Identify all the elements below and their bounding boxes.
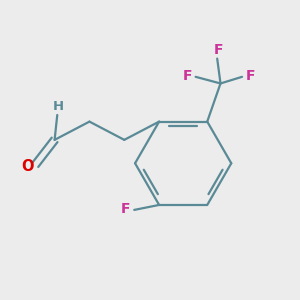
- Text: F: F: [121, 202, 130, 216]
- Text: F: F: [183, 69, 192, 83]
- Text: F: F: [213, 43, 223, 57]
- Text: O: O: [21, 159, 33, 174]
- Text: H: H: [53, 100, 64, 113]
- Text: F: F: [246, 69, 255, 83]
